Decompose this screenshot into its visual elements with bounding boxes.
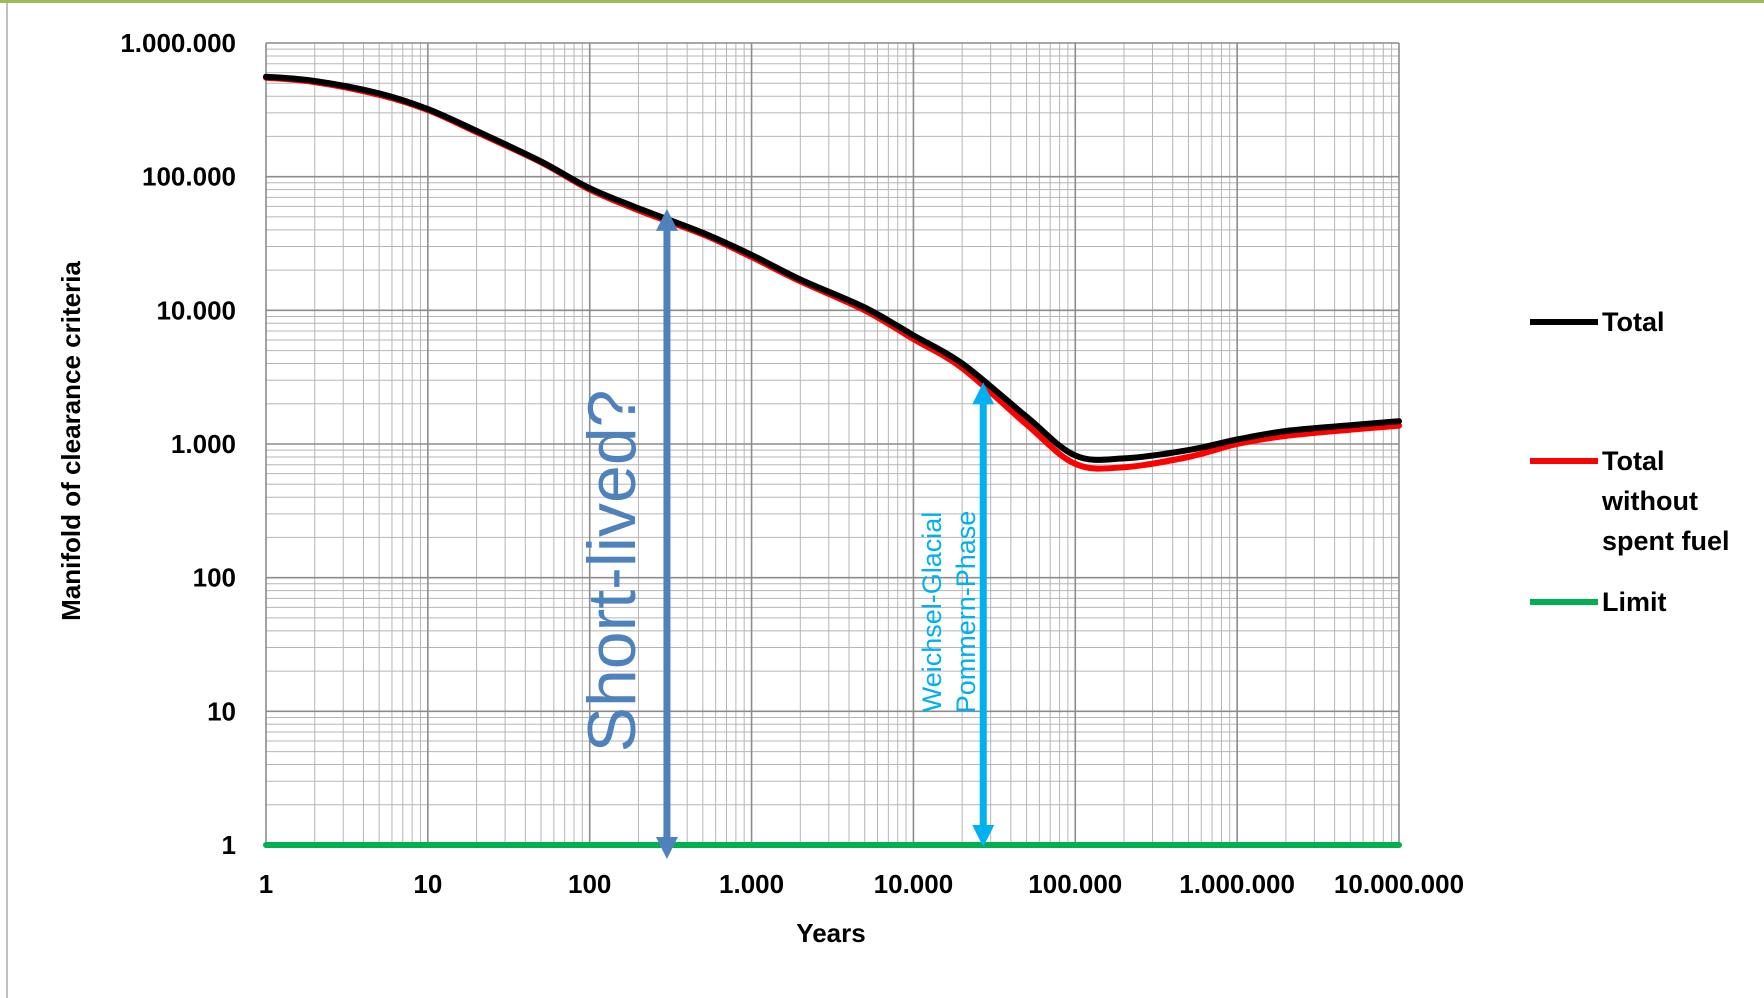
y-tick-label: 1 xyxy=(222,830,236,860)
y-tick-label: 100 xyxy=(193,563,236,593)
top-border xyxy=(0,0,1764,3)
legend-label-total-without-spent-fuel: Total without spent fuel xyxy=(1601,446,1730,556)
x-tick-label: 10.000 xyxy=(874,869,954,899)
short-lived-arrow-head-top xyxy=(655,208,678,231)
y-axis-ticks: 1 10 100 1.000 10.000 100.000 1.000.000 xyxy=(120,28,236,860)
x-axis-ticks: 1 10 100 1.000 10.000 100.000 1.000.000 10.000.… xyxy=(259,869,1464,899)
short-lived-arrow-head-bottom xyxy=(655,837,678,859)
y-axis-title: Manifold of clearance criteria xyxy=(56,261,86,621)
x-axis-title: Years xyxy=(796,918,865,948)
x-tick-label: 1 xyxy=(259,869,273,899)
grid xyxy=(265,42,1400,846)
left-border xyxy=(6,3,8,998)
legend-label-line: without xyxy=(1601,486,1698,516)
series-lines xyxy=(263,73,1402,848)
weichsel-arrow xyxy=(972,382,995,847)
legend-label-total: Total xyxy=(1602,307,1665,337)
weichsel-arrow-head-bottom xyxy=(972,825,995,847)
short-lived-arrow xyxy=(655,208,678,859)
legend: Total Total without spent fuel Limit xyxy=(1530,307,1730,617)
short-lived-label: Short-lived? xyxy=(574,390,650,753)
y-tick-label: 10 xyxy=(207,696,236,726)
weichsel-label-line2: Pommern-Phase xyxy=(951,511,981,714)
y-tick-label: 1.000 xyxy=(171,429,236,459)
annotations: Short-lived? Weichsel-Glacial Pommern-Phas… xyxy=(574,208,995,859)
x-tick-label: 1.000.000 xyxy=(1179,869,1295,899)
weichsel-arrow-head-top xyxy=(972,382,995,405)
legend-label-line: spent fuel xyxy=(1602,526,1730,556)
legend-label-line: Total xyxy=(1602,446,1665,476)
x-tick-label: 10 xyxy=(413,869,442,899)
x-tick-label: 100.000 xyxy=(1028,869,1122,899)
y-tick-label: 1.000.000 xyxy=(120,28,236,58)
y-tick-label: 10.000 xyxy=(156,295,236,325)
legend-label-limit: Limit xyxy=(1602,587,1667,617)
y-tick-label: 100.000 xyxy=(142,162,236,192)
x-tick-label: 100 xyxy=(568,869,611,899)
series-line-total xyxy=(263,73,1402,463)
weichsel-label-line1: Weichsel-Glacial xyxy=(917,512,947,713)
x-tick-label: 1.000 xyxy=(719,869,784,899)
x-tick-label: 10.000.000 xyxy=(1334,869,1464,899)
